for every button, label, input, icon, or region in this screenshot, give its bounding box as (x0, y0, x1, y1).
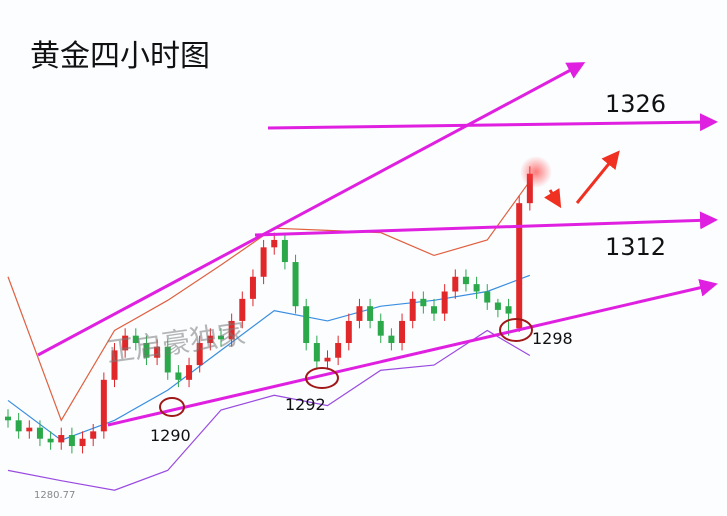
candle-body (431, 306, 437, 314)
band-line (7, 329, 531, 491)
candle-body (409, 298, 416, 321)
candle-body (452, 276, 459, 292)
support-line (107, 278, 718, 427)
candle-body (324, 357, 331, 362)
candle-body (462, 276, 469, 285)
circle (305, 367, 339, 389)
candle-body (5, 416, 11, 421)
candle-body (90, 431, 97, 439)
candle-body (356, 306, 363, 321)
price-label: 1290 (150, 426, 191, 445)
band-line (7, 274, 531, 441)
candle-body (36, 427, 43, 439)
arrow (575, 150, 620, 204)
candle-body (399, 320, 406, 344)
candle-body (100, 379, 107, 432)
axis-low-label: 1280.77 (34, 490, 75, 501)
candle-body (441, 291, 448, 314)
candle-body (516, 203, 523, 329)
candle-body (388, 335, 395, 344)
candle-body (420, 298, 427, 307)
candle-body (68, 435, 75, 447)
glow (520, 156, 552, 188)
candle-body (164, 346, 171, 373)
candle-body (239, 298, 246, 321)
candle-body (271, 239, 278, 248)
candle-body (186, 365, 193, 380)
upper-channel (37, 62, 586, 357)
candle-body (345, 320, 352, 344)
candle-body (335, 343, 342, 358)
candle-body (58, 435, 65, 443)
candle-body (377, 320, 384, 336)
resistance-line (267, 113, 718, 132)
candle-body (303, 306, 310, 344)
candle-body (526, 173, 533, 204)
candle-body (47, 438, 54, 443)
candle-body (26, 427, 33, 432)
candle-body (473, 284, 480, 292)
candle-body (132, 335, 139, 344)
candle-body (218, 335, 224, 340)
circle (159, 397, 185, 417)
candle-body (505, 306, 512, 314)
candle-body (79, 438, 86, 447)
candle-body (484, 291, 491, 303)
plot (5, 166, 533, 491)
candle-body (292, 262, 299, 307)
candle-body (367, 306, 374, 321)
direction-arrows (544, 150, 620, 209)
candle-body (281, 239, 288, 263)
candle-body (313, 343, 320, 362)
candle-body (175, 372, 182, 380)
price-label: 1298 (532, 329, 573, 348)
candle-body (15, 420, 22, 432)
price-label: 1326 (605, 90, 666, 118)
low-circles (159, 318, 533, 417)
circle (499, 318, 533, 342)
candle-body (249, 276, 256, 299)
candle-body (228, 320, 235, 340)
resistance-line (254, 211, 718, 237)
trend-lines (37, 62, 718, 427)
candle-body (494, 302, 501, 310)
candle-body (207, 335, 214, 344)
price-label: 1312 (605, 233, 666, 261)
candle-body (154, 346, 161, 358)
candle-body (111, 350, 118, 380)
candle-body (122, 335, 129, 351)
candle-body (143, 343, 150, 358)
candle-body (196, 343, 203, 366)
arrow (544, 188, 562, 209)
price-label: 1292 (285, 395, 326, 414)
chart-title: 黄金四小时图 (30, 39, 210, 74)
candle-body (260, 247, 267, 277)
